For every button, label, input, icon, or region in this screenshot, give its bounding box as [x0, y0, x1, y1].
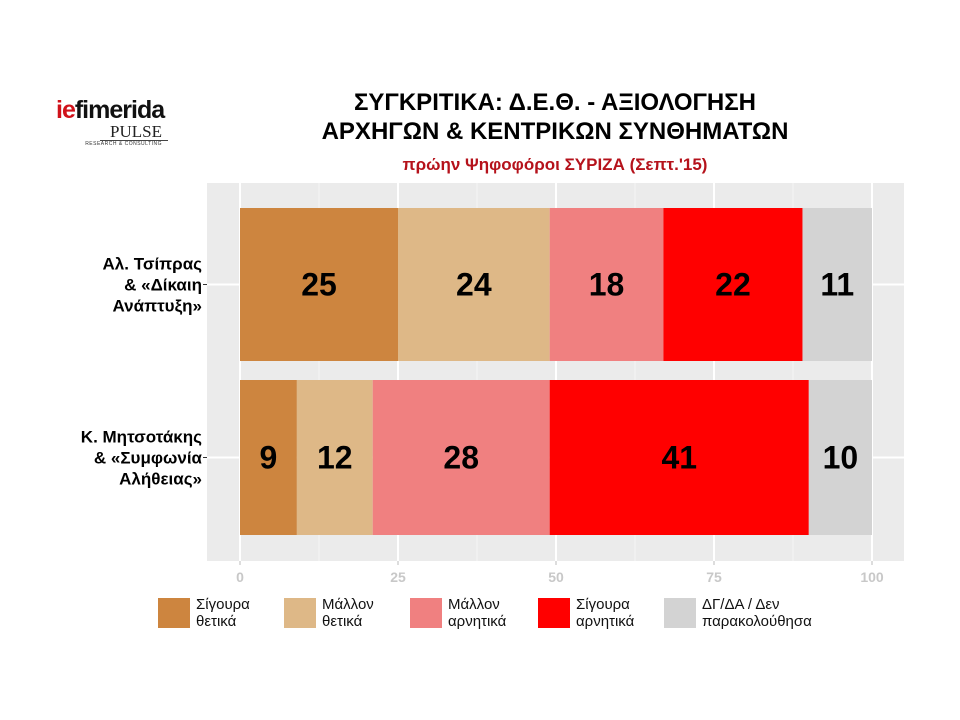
- bar-value-label: 41: [661, 440, 697, 476]
- bar-value-label: 24: [456, 267, 492, 303]
- legend-swatch: [284, 598, 316, 628]
- logo-tagline: RESEARCH & CONSULTING: [85, 141, 162, 147]
- logo: iefimerida PULSE RESEARCH & CONSULTING: [56, 96, 168, 147]
- legend-label: Μάλλον θετικά: [322, 596, 374, 630]
- x-tick-label: 50: [548, 569, 564, 585]
- bar-segment: [240, 208, 398, 361]
- bar-value-label: 9: [260, 440, 278, 476]
- legend-swatch: [664, 598, 696, 628]
- legend-label: Σίγουρα θετικά: [196, 596, 250, 630]
- logo-sub: PULSE: [100, 123, 168, 141]
- legend-label: Μάλλον αρνητικά: [448, 596, 507, 630]
- chart-title-line-1: ΣΥΓΚΡΙΤΙΚΑ: Δ.Ε.Θ. - ΑΞΙΟΛΟΓΗΣΗ: [354, 89, 756, 116]
- bar-segment: [802, 208, 872, 361]
- logo-brand: iefimerida: [56, 96, 165, 124]
- bar-segment: [549, 380, 809, 535]
- legend-swatch: [158, 598, 190, 628]
- bar-value-label: 10: [823, 440, 859, 476]
- bar-value-label: 12: [317, 440, 353, 476]
- bar-segment: [663, 208, 803, 361]
- bar-value-label: 22: [715, 267, 751, 303]
- x-tick-label: 0: [236, 569, 244, 585]
- bar-segment: [372, 380, 550, 535]
- legend-label: Σίγουρα αρνητικά: [576, 596, 635, 630]
- bar-value-label: 25: [301, 267, 337, 303]
- bar-value-label: 18: [589, 267, 625, 303]
- bar-value-label: 11: [820, 267, 854, 303]
- category-label: Κ. Μητσοτάκης & «Συμφωνία Αλήθειας»: [81, 428, 203, 489]
- x-tick-label: 25: [390, 569, 406, 585]
- category-label: Αλ. Τσίπρας & «Δίκαιη Ανάπτυξη»: [103, 255, 203, 316]
- legend-swatch: [538, 598, 570, 628]
- x-tick-label: 100: [860, 569, 884, 585]
- bar-segment: [296, 380, 373, 535]
- chart-subtitle: πρώην Ψηφοφόροι ΣΥΡΙΖΑ (Σεπτ.'15): [402, 155, 708, 174]
- bar-segment: [808, 380, 872, 535]
- bar-segment: [398, 208, 550, 361]
- bar-segment: [549, 208, 664, 361]
- bar-segment: [240, 380, 297, 535]
- legend-label: ΔΓ/ΔΑ / Δεν παρακολούθησα: [702, 596, 812, 630]
- x-tick-label: 75: [706, 569, 722, 585]
- chart-title-line-2: ΑΡΧΗΓΩΝ & ΚΕΝΤΡΙΚΩΝ ΣΥΝΘΗΜΑΤΩΝ: [321, 118, 789, 145]
- legend-swatch: [410, 598, 442, 628]
- bar-value-label: 28: [443, 440, 479, 476]
